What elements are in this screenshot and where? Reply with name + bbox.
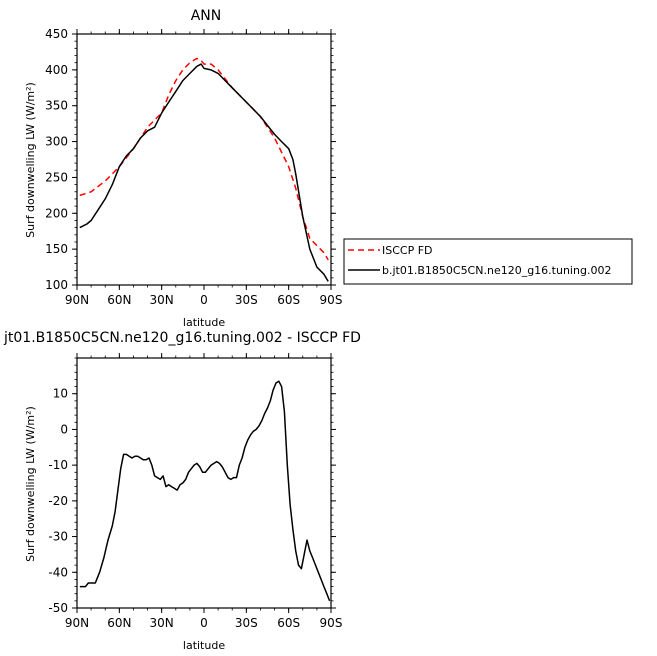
bottom-series-group: [79, 380, 331, 602]
top-y-tick-label: 400: [45, 63, 68, 77]
bottom-panel: jt01.B1850C5CN.ne120_g16.tuning.002 - IS…: [3, 330, 361, 652]
top-panel: ANN 100 150 200 250 300 350 400 450 90N 60N 30N 0 3…: [24, 8, 342, 329]
bottom-x-tick-label: 30N: [150, 616, 174, 630]
bottom-plot-frame: [76, 357, 332, 609]
top-y-tick-label: 200: [45, 206, 68, 220]
top-y-tick-label: 100: [45, 278, 68, 292]
top-series-group: [79, 57, 329, 282]
bottom-x-tick-label: 90N: [65, 616, 89, 630]
bottom-x-tick-label: 60S: [277, 616, 300, 630]
legend-box: [343, 238, 633, 285]
bottom-y-tick-label: 10: [53, 387, 68, 401]
bottom-y-tick-label: -20: [48, 494, 68, 508]
top-x-tick-label: 90S: [320, 293, 343, 307]
top-x-axis: 90N 60N 30N 0 30S 60S 90S: [65, 29, 343, 307]
top-x-tick-label: 90N: [65, 293, 89, 307]
bottom-x-tick-label: 60N: [107, 616, 131, 630]
top-panel-title: ANN: [191, 8, 222, 24]
top-x-tick-label: 30N: [150, 293, 174, 307]
bottom-x-tick-label: 90S: [320, 616, 343, 630]
top-series-line-0: [79, 57, 329, 261]
bottom-y-axis-title: Surf downwelling LW (W/m²): [24, 406, 37, 562]
bottom-y-tick-label: -50: [48, 601, 68, 615]
top-y-axis: 100 150 200 250 300 350 400 450: [45, 27, 336, 292]
top-x-tick-label: 0: [200, 293, 208, 307]
bottom-x-axis: 90N 60N 30N 0 30S 60S 90S: [65, 353, 343, 630]
bottom-y-tick-label: -10: [48, 458, 68, 472]
bottom-panel-title: jt01.B1850C5CN.ne120_g16.tuning.002 - IS…: [3, 330, 361, 346]
top-x-tick-label: 60S: [277, 293, 300, 307]
top-y-tick-label: 450: [45, 27, 68, 41]
top-y-tick-label: 250: [45, 170, 68, 184]
top-x-axis-title: latitude: [183, 316, 225, 329]
bottom-x-tick-label: 0: [200, 616, 208, 630]
bottom-y-tick-label: -30: [48, 530, 68, 544]
legend-label-model: b.jt01.B1850C5CN.ne120_g16.tuning.002: [382, 264, 611, 277]
bottom-series-line-0: [79, 380, 331, 602]
bottom-y-tick-label: -40: [48, 565, 68, 579]
legend-label-isccp: ISCCP FD: [382, 244, 433, 257]
legend: ISCCP FD b.jt01.B1850C5CN.ne120_g16.tuni…: [343, 238, 633, 285]
top-y-axis-title: Surf downwelling LW (W/m²): [24, 82, 37, 238]
top-series-line-1: [79, 63, 329, 282]
top-y-tick-label: 350: [45, 99, 68, 113]
top-y-tick-label: 150: [45, 242, 68, 256]
bottom-x-axis-title: latitude: [183, 639, 225, 652]
top-x-tick-label: 30S: [235, 293, 258, 307]
bottom-y-axis: -50 -40 -30 -20 -10 0 10: [48, 357, 336, 615]
top-x-tick-label: 60N: [107, 293, 131, 307]
top-y-tick-label: 300: [45, 135, 68, 149]
bottom-y-tick-label: 0: [60, 422, 68, 436]
bottom-x-tick-label: 30S: [235, 616, 258, 630]
